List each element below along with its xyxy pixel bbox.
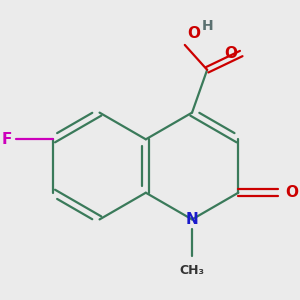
Text: CH₃: CH₃: [180, 264, 205, 277]
Text: O: O: [188, 26, 200, 41]
Text: F: F: [1, 132, 12, 147]
Text: O: O: [285, 185, 298, 200]
Text: N: N: [186, 212, 198, 227]
Text: O: O: [224, 46, 237, 61]
Text: H: H: [202, 19, 214, 33]
